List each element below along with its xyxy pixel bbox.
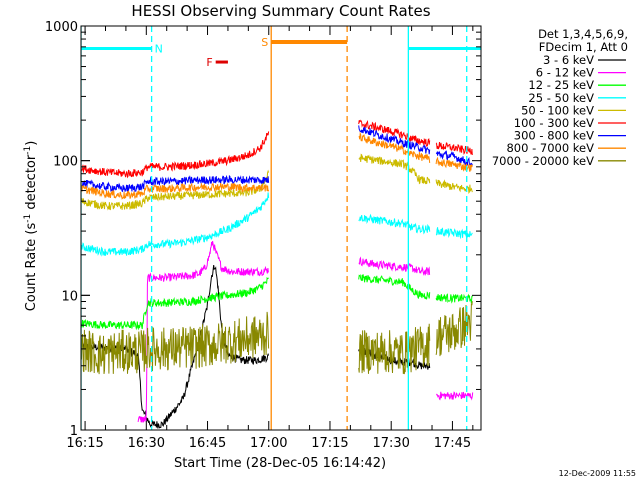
- chart-title: HESSI Observing Summary Count Rates: [131, 2, 430, 20]
- x-tick-label-2: 16:45: [189, 436, 226, 451]
- flag-label-S: S: [261, 36, 268, 49]
- y-axis-label: Count Rate (s-1 detector-1): [23, 141, 39, 312]
- y-tick-label-3: 1000: [45, 20, 78, 35]
- plot-frame: [80, 25, 482, 431]
- series-line-1-seg-0: [137, 241, 269, 423]
- y-tick-label-0: 1: [70, 424, 78, 439]
- footer-timestamp: 12-Dec-2009 11:55: [559, 469, 636, 478]
- legend-entry-8: 7000 - 20000 keV: [492, 154, 594, 168]
- series-line-3-seg-1: [358, 213, 431, 235]
- legend-entry-7: 800 - 7000 keV: [506, 141, 594, 155]
- y-axis-label-main: Count Rate (s: [24, 223, 39, 312]
- legend-entry-1: 6 - 12 keV: [536, 66, 594, 80]
- y-axis-label-end: ): [24, 141, 39, 146]
- x-axis-label: Start Time (28-Dec-05 16:14:42): [174, 456, 386, 471]
- legend-entry-0: 3 - 6 keV: [543, 53, 594, 67]
- legend-header-line-2: FDecim 1, Att 0: [539, 40, 628, 54]
- legend-entry-5: 100 - 300 keV: [514, 116, 594, 130]
- series-line-8-seg-1: [358, 323, 431, 375]
- legend-entry-3: 25 - 50 keV: [528, 91, 594, 105]
- legend-entry-4: 50 - 100 keV: [521, 103, 594, 117]
- legend-entry-6: 300 - 800 keV: [514, 129, 594, 143]
- series-line-4-seg-1: [358, 153, 431, 185]
- x-tick-label-4: 17:15: [311, 436, 348, 451]
- legend: Det 1,3,4,5,6,9, FDecim 1, Att 0 3 - 6 k…: [492, 27, 628, 168]
- series-line-7-seg-1: [358, 131, 431, 163]
- x-tick-label-0: 16:15: [66, 436, 103, 451]
- series-line-5-seg-0: [81, 131, 270, 179]
- series-line-7-seg-0: [81, 182, 270, 200]
- series-line-2-seg-0: [81, 276, 269, 331]
- x-tick-label-6: 17:45: [434, 436, 471, 451]
- series-line-2-seg-1: [358, 274, 431, 300]
- series-line-3-seg-0: [81, 192, 270, 257]
- x-tick-label-3: 17:00: [250, 436, 287, 451]
- flag-label-F: F: [206, 56, 212, 69]
- series-line-4-seg-0: [81, 169, 270, 211]
- series-line-6-seg-1: [358, 125, 431, 155]
- x-tick-label-1: 16:30: [128, 436, 165, 451]
- series-line-8-seg-0: [81, 311, 270, 375]
- flag-label-N: N: [155, 43, 163, 56]
- legend-header-line-1: Det 1,3,4,5,6,9,: [538, 27, 628, 41]
- y-tick-label-2: 100: [53, 155, 78, 170]
- legend-entry-2: 12 - 25 keV: [528, 78, 594, 92]
- x-tick-label-5: 17:30: [372, 436, 409, 451]
- y-tick-label-1: 10: [61, 289, 78, 304]
- y-axis-label-sup1: -1: [23, 214, 33, 223]
- series-line-1-seg-1: [358, 256, 431, 276]
- series-line-5-seg-1: [358, 119, 431, 147]
- y-axis-label-mid: detector: [24, 154, 39, 214]
- series-line-6-seg-0: [81, 174, 270, 194]
- y-axis-label-sup2: -1: [23, 146, 33, 155]
